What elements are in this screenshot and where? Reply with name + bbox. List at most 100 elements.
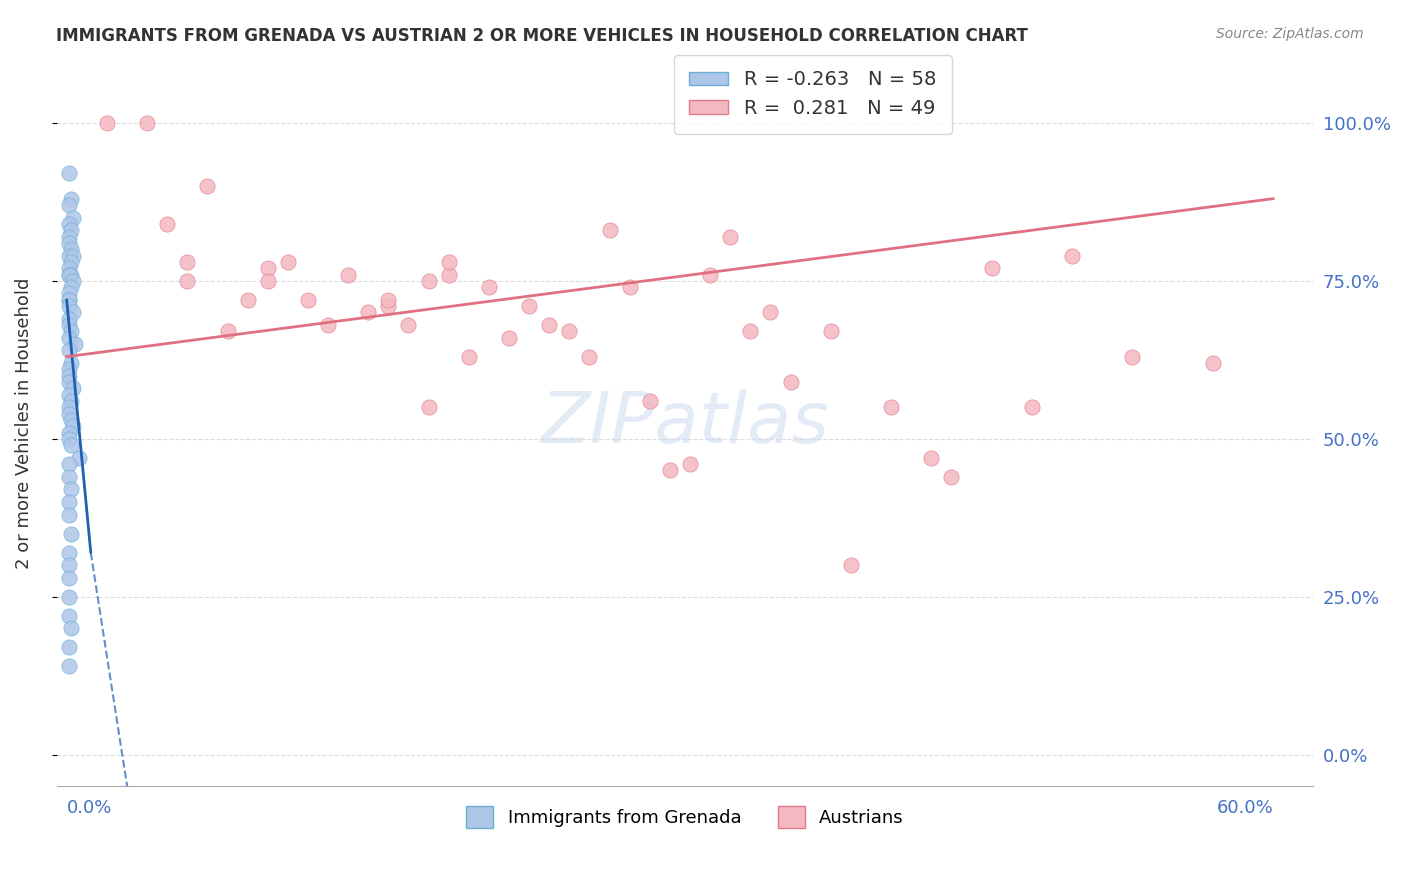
Point bbox=[58, 407, 80, 421]
Point bbox=[62, 274, 84, 288]
Point bbox=[59, 393, 82, 408]
Point bbox=[59, 255, 82, 269]
Point bbox=[297, 293, 319, 307]
Point bbox=[59, 223, 82, 237]
Point bbox=[59, 242, 82, 256]
Point bbox=[62, 381, 84, 395]
Point bbox=[59, 526, 82, 541]
Point bbox=[58, 248, 80, 262]
Point bbox=[619, 280, 641, 294]
Point bbox=[58, 546, 80, 560]
Point bbox=[740, 325, 762, 339]
Point bbox=[67, 450, 90, 465]
Point bbox=[58, 166, 80, 180]
Point bbox=[58, 198, 80, 212]
Point bbox=[58, 217, 80, 231]
Point bbox=[156, 217, 179, 231]
Point bbox=[58, 343, 80, 358]
Point bbox=[699, 268, 721, 282]
Point bbox=[578, 350, 600, 364]
Point bbox=[337, 268, 360, 282]
Text: IMMIGRANTS FROM GRENADA VS AUSTRIAN 2 OR MORE VEHICLES IN HOUSEHOLD CORRELATION : IMMIGRANTS FROM GRENADA VS AUSTRIAN 2 OR… bbox=[56, 27, 1028, 45]
Point bbox=[58, 558, 80, 573]
Point bbox=[538, 318, 561, 332]
Point bbox=[58, 590, 80, 604]
Point bbox=[718, 229, 741, 244]
Point bbox=[58, 375, 80, 389]
Point bbox=[517, 299, 540, 313]
Point bbox=[58, 457, 80, 471]
Point bbox=[1021, 401, 1043, 415]
Point bbox=[418, 274, 440, 288]
Point bbox=[256, 261, 278, 276]
Point bbox=[58, 432, 80, 446]
Point bbox=[377, 293, 399, 307]
Point bbox=[58, 659, 80, 673]
Point bbox=[679, 457, 702, 471]
Point bbox=[63, 337, 86, 351]
Point bbox=[62, 211, 84, 225]
Point bbox=[658, 463, 681, 477]
Point bbox=[58, 261, 80, 276]
Point bbox=[377, 299, 399, 313]
Point bbox=[1202, 356, 1225, 370]
Point bbox=[418, 401, 440, 415]
Point bbox=[1060, 248, 1083, 262]
Point bbox=[920, 450, 942, 465]
Point bbox=[58, 425, 80, 440]
Text: ZIPatlas: ZIPatlas bbox=[540, 389, 830, 458]
Point bbox=[59, 622, 82, 636]
Point bbox=[599, 223, 621, 237]
Point bbox=[136, 116, 159, 130]
Point bbox=[59, 356, 82, 370]
Point bbox=[58, 286, 80, 301]
Point bbox=[62, 419, 84, 434]
Point bbox=[58, 469, 80, 483]
Point bbox=[58, 293, 80, 307]
Point bbox=[58, 508, 80, 522]
Point bbox=[58, 401, 80, 415]
Point bbox=[59, 325, 82, 339]
Point bbox=[176, 255, 198, 269]
Point bbox=[62, 248, 84, 262]
Y-axis label: 2 or more Vehicles in Household: 2 or more Vehicles in Household bbox=[15, 277, 32, 569]
Point bbox=[58, 311, 80, 326]
Point bbox=[58, 495, 80, 509]
Point bbox=[217, 325, 239, 339]
Point bbox=[58, 331, 80, 345]
Point bbox=[759, 305, 782, 319]
Point bbox=[59, 192, 82, 206]
Point bbox=[59, 413, 82, 427]
Point bbox=[316, 318, 339, 332]
Point bbox=[58, 640, 80, 655]
Point bbox=[980, 261, 1002, 276]
Point bbox=[779, 375, 801, 389]
Point bbox=[59, 268, 82, 282]
Point bbox=[58, 268, 80, 282]
Point bbox=[58, 293, 80, 307]
Point bbox=[1121, 350, 1143, 364]
Point bbox=[839, 558, 862, 573]
Point bbox=[58, 268, 80, 282]
Point bbox=[498, 331, 520, 345]
Point bbox=[176, 274, 198, 288]
Point bbox=[59, 438, 82, 452]
Text: 0.0%: 0.0% bbox=[66, 799, 112, 817]
Point bbox=[59, 280, 82, 294]
Text: 60.0%: 60.0% bbox=[1216, 799, 1272, 817]
Point bbox=[638, 393, 661, 408]
Point bbox=[58, 387, 80, 401]
Point bbox=[58, 368, 80, 383]
Point bbox=[96, 116, 118, 130]
Legend: Immigrants from Grenada, Austrians: Immigrants from Grenada, Austrians bbox=[458, 799, 911, 836]
Text: Source: ZipAtlas.com: Source: ZipAtlas.com bbox=[1216, 27, 1364, 41]
Point bbox=[820, 325, 842, 339]
Point bbox=[478, 280, 501, 294]
Point bbox=[58, 571, 80, 585]
Point bbox=[437, 255, 460, 269]
Point bbox=[59, 483, 82, 497]
Point bbox=[58, 608, 80, 623]
Point bbox=[236, 293, 259, 307]
Point bbox=[58, 362, 80, 376]
Point bbox=[558, 325, 581, 339]
